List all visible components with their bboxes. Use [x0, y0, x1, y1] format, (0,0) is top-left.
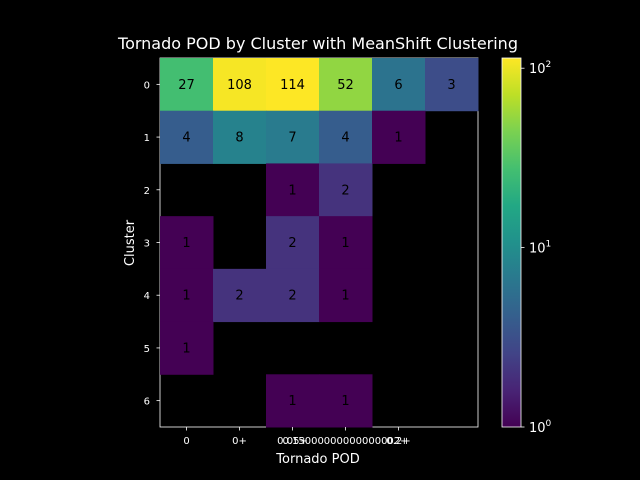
y-tick-label: 0	[144, 80, 150, 91]
heatmap-cell-value: 52	[337, 78, 354, 93]
heatmap-cell-value: 1	[394, 131, 402, 146]
heatmap-cells	[160, 58, 479, 428]
heatmap-cell-value: 1	[341, 289, 349, 304]
heatmap-cell	[160, 268, 214, 323]
heatmap-cell	[266, 216, 320, 270]
heatmap-cell	[213, 268, 267, 323]
heatmap-cell	[213, 110, 267, 164]
x-axis-label: Tornado POD	[275, 452, 359, 467]
heatmap-cell-value: 27	[178, 78, 195, 93]
heatmap-cell-value: 1	[182, 236, 190, 251]
heatmap-cell-value: 2	[288, 236, 296, 251]
y-tick-label: 3	[144, 239, 150, 250]
heatmap-cell	[425, 58, 479, 112]
heatmap-cell	[266, 58, 320, 112]
heatmap-cell-value: 1	[288, 183, 296, 198]
heatmap-cell	[213, 58, 267, 112]
heatmap-cell	[319, 268, 373, 323]
heatmap-cell	[266, 110, 320, 164]
heatmap-cell-value: 1	[288, 394, 296, 409]
heatmap-cell-value: 1	[341, 236, 349, 251]
heatmap-cell-value: 2	[235, 289, 243, 304]
heatmap-cell-value: 108	[227, 78, 252, 93]
colorbar-tick-label: 100	[529, 419, 552, 436]
y-axis-label: Cluster	[123, 219, 138, 266]
heatmap-cell	[266, 374, 320, 428]
heatmap-cell-value: 2	[341, 183, 349, 198]
heatmap-cell	[160, 321, 214, 375]
heatmap-cell-value: 3	[447, 78, 455, 93]
heatmap-cell-labels: 27 108 114 52 6 3 4 8 7 4 1 1 2 1 2 1 1 2 2 1 1 1 1	[178, 78, 455, 409]
heatmap-cell-value: 1	[182, 341, 190, 356]
colorbar	[501, 57, 522, 428]
heatmap-cell	[319, 110, 373, 164]
heatmap-cell-value: 6	[394, 78, 402, 93]
x-tick-label: 0.2+	[386, 436, 410, 447]
heatmap-cell-value: 114	[280, 78, 305, 93]
heatmap-cell	[266, 163, 320, 217]
heatmap-cell-value: 4	[182, 131, 190, 146]
x-axis-ticks: 0 0+ 0.05+0.15000000000000002+0.2+	[183, 427, 411, 447]
y-axis-ticks: 0 1 2 3 4 5 6	[144, 80, 160, 408]
y-tick-label: 5	[144, 344, 150, 355]
colorbar-tick-label: 101	[529, 240, 551, 257]
heatmap-cell-value: 4	[341, 131, 349, 146]
x-tick-label: 0	[183, 436, 189, 447]
heatmap-cell-value: 7	[288, 131, 296, 146]
y-tick-label: 1	[144, 133, 150, 144]
heatmap-cell-value: 1	[341, 394, 349, 409]
x-tick-label: 0.05+	[277, 436, 308, 447]
y-tick-label: 4	[144, 291, 150, 302]
heatmap-cell-value: 2	[288, 289, 296, 304]
heatmap-cell	[160, 58, 214, 112]
heatmap-cell	[319, 374, 373, 428]
heatmap-cell	[160, 110, 214, 164]
heatmap-cell	[160, 216, 214, 270]
x-tick-label: 0+	[232, 436, 247, 447]
y-tick-label: 2	[144, 186, 150, 197]
y-tick-label: 6	[144, 397, 150, 408]
x-tick-label: 0.15000000000000002+	[282, 436, 408, 447]
heatmap-cell	[319, 163, 373, 217]
colorbar-ticks: 100 101 102	[521, 60, 552, 436]
heatmap-cell	[372, 110, 426, 164]
heatmap-cell-value: 8	[235, 131, 243, 146]
heatmap-cell	[266, 268, 320, 323]
heatmap-cell	[319, 58, 373, 112]
heatmap-cell	[372, 58, 426, 112]
colorbar-tick-label: 102	[529, 60, 551, 77]
heatmap-cell	[319, 216, 373, 270]
chart-title: Tornado POD by Cluster with MeanShift Cl…	[117, 34, 518, 53]
heatmap-cell-value: 1	[182, 289, 190, 304]
